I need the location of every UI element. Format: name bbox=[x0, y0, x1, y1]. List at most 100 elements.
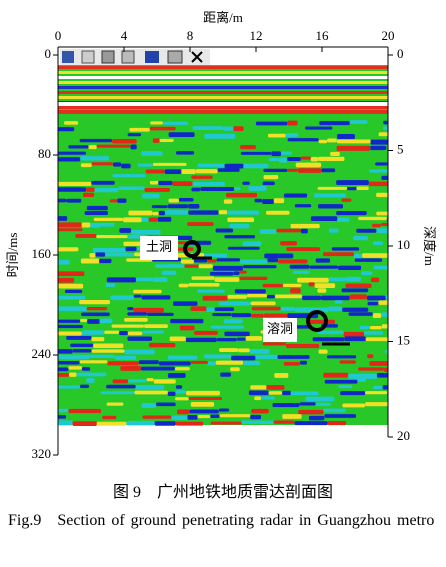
reflection bbox=[262, 181, 275, 186]
reflection bbox=[273, 420, 295, 424]
reflection bbox=[282, 390, 291, 396]
reflection bbox=[212, 312, 232, 317]
reflection bbox=[310, 216, 338, 221]
reflection bbox=[137, 163, 153, 167]
reflection bbox=[58, 127, 75, 132]
y-tick-label: 320 bbox=[32, 446, 52, 461]
reflection bbox=[66, 198, 82, 203]
reflection bbox=[348, 373, 377, 379]
reflection bbox=[306, 319, 335, 324]
reflection bbox=[262, 283, 283, 288]
reflection bbox=[117, 198, 127, 203]
reflection bbox=[153, 379, 176, 384]
reflection bbox=[100, 391, 135, 395]
reflection bbox=[75, 234, 97, 238]
reflection bbox=[58, 408, 69, 413]
reflection bbox=[218, 301, 251, 306]
reflection bbox=[289, 264, 310, 269]
reflection bbox=[111, 324, 145, 328]
copy-icon[interactable] bbox=[81, 50, 95, 64]
save-icon[interactable] bbox=[62, 51, 74, 63]
reflection bbox=[367, 301, 379, 306]
reflection bbox=[349, 120, 368, 124]
preview-icon[interactable] bbox=[121, 50, 135, 64]
reflection bbox=[124, 318, 148, 322]
reflection bbox=[178, 198, 194, 202]
reflection bbox=[310, 156, 319, 162]
reflection bbox=[58, 367, 69, 372]
reflection bbox=[210, 421, 242, 425]
reflection bbox=[278, 259, 308, 264]
tool-icon[interactable] bbox=[167, 50, 183, 64]
reflection bbox=[255, 354, 278, 359]
reflection bbox=[283, 361, 300, 366]
reflection bbox=[176, 151, 195, 155]
reflection bbox=[353, 253, 363, 259]
reflection bbox=[175, 390, 187, 394]
reflection bbox=[272, 402, 300, 408]
reflection bbox=[152, 138, 160, 143]
reflection bbox=[242, 181, 250, 185]
reflection bbox=[106, 384, 136, 389]
reflection bbox=[372, 223, 381, 228]
reflection bbox=[133, 307, 164, 313]
reflection bbox=[376, 211, 388, 216]
reflection bbox=[167, 372, 186, 378]
y2-tick-label: 0 bbox=[397, 46, 404, 61]
reflection bbox=[238, 348, 250, 353]
reflection bbox=[175, 385, 183, 389]
reflection bbox=[384, 367, 388, 372]
reflection bbox=[207, 259, 217, 263]
x-tick-label: 20 bbox=[382, 28, 395, 43]
reflection bbox=[263, 168, 288, 173]
reflection bbox=[305, 396, 335, 402]
close-icon[interactable] bbox=[191, 51, 203, 63]
reflection bbox=[204, 253, 228, 258]
reflection bbox=[58, 216, 68, 221]
reflection bbox=[359, 325, 370, 330]
y2-tick-label: 20 bbox=[397, 428, 410, 443]
reflection bbox=[200, 186, 235, 191]
reflection bbox=[215, 360, 244, 365]
reflection bbox=[164, 169, 182, 174]
reflection bbox=[181, 169, 196, 174]
reflection bbox=[151, 205, 168, 209]
reflection bbox=[158, 210, 165, 216]
reflection bbox=[127, 133, 142, 137]
reflection bbox=[341, 288, 369, 293]
reflection bbox=[161, 270, 177, 275]
reflection bbox=[366, 295, 386, 301]
reflection bbox=[131, 229, 161, 235]
reflection bbox=[250, 385, 267, 390]
reflection bbox=[173, 301, 198, 306]
reflection bbox=[110, 295, 134, 301]
reflection bbox=[119, 228, 132, 233]
reflection bbox=[80, 258, 100, 264]
reflection bbox=[167, 355, 198, 360]
reflection bbox=[145, 169, 165, 174]
reflection bbox=[297, 168, 322, 173]
reflection bbox=[95, 252, 106, 257]
reflection bbox=[70, 343, 94, 348]
reflection bbox=[241, 420, 274, 424]
caption-cn: 图 9 广州地铁地质雷达剖面图 bbox=[112, 484, 333, 501]
print-icon[interactable] bbox=[101, 50, 115, 64]
word-icon[interactable] bbox=[145, 51, 159, 63]
reflection bbox=[158, 180, 173, 186]
reflection bbox=[210, 414, 220, 419]
reflection bbox=[334, 300, 343, 304]
reflection bbox=[236, 337, 246, 341]
reflection bbox=[315, 258, 331, 263]
reflection bbox=[190, 360, 208, 364]
reflection bbox=[127, 307, 134, 311]
reflection bbox=[282, 283, 302, 287]
reflection bbox=[58, 222, 82, 228]
reflection bbox=[361, 271, 373, 276]
reflection bbox=[112, 379, 128, 384]
reflection bbox=[381, 312, 388, 317]
reflection bbox=[167, 391, 176, 397]
reflection bbox=[66, 336, 92, 340]
reflection bbox=[140, 366, 175, 371]
reflection bbox=[118, 186, 145, 191]
reflection bbox=[89, 354, 115, 358]
